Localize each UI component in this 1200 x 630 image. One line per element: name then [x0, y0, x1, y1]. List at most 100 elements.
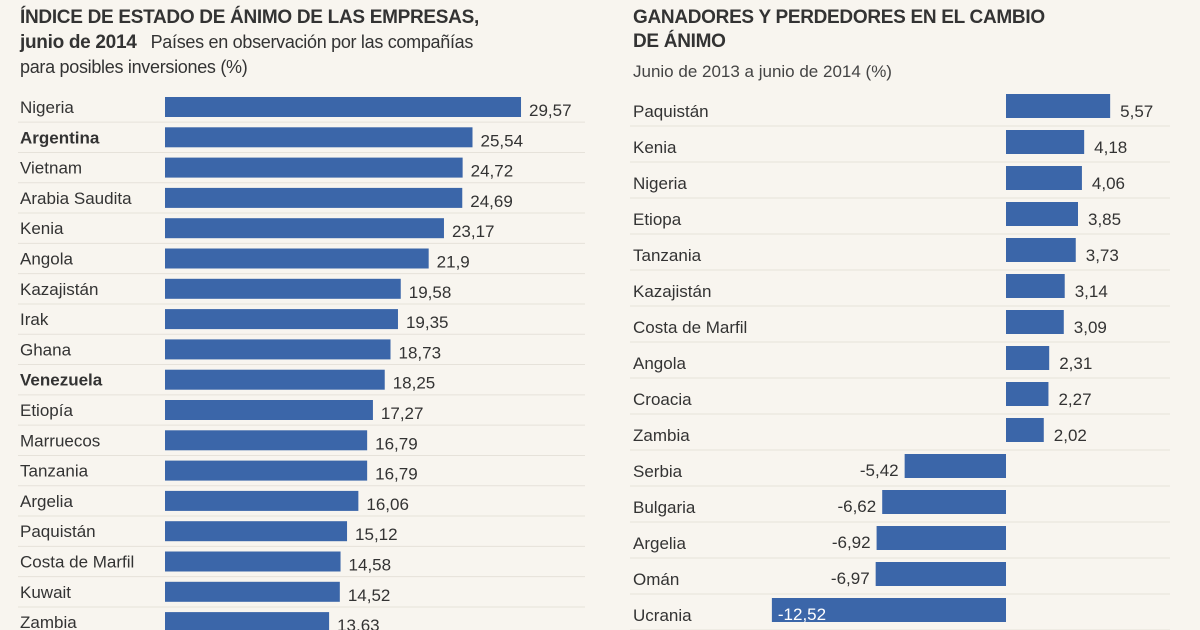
category-label: Ucrania [633, 606, 692, 625]
value-label: 17,27 [381, 404, 424, 423]
value-label: 25,54 [481, 131, 524, 150]
value-label: 4,18 [1094, 138, 1127, 157]
value-label: 2,02 [1054, 426, 1087, 445]
value-label: 16,79 [375, 434, 418, 453]
left-subtitle-line2: para posibles inversiones (%) [20, 57, 248, 77]
category-label: Angola [633, 354, 686, 373]
category-label: Costa de Marfil [633, 318, 747, 337]
category-label: Paquistán [20, 522, 96, 541]
bar [1006, 382, 1049, 406]
value-label: 14,52 [348, 586, 391, 605]
bar [1006, 94, 1111, 118]
bar [1006, 274, 1065, 298]
value-label: 4,06 [1092, 174, 1125, 193]
value-label: 5,57 [1120, 102, 1153, 121]
bar [165, 369, 385, 390]
value-label: 24,69 [470, 192, 513, 211]
value-label: 16,06 [366, 495, 409, 514]
bar [165, 278, 401, 299]
bar [165, 187, 463, 208]
bar [904, 454, 1006, 478]
category-label: Serbia [633, 462, 683, 481]
value-label: 16,79 [375, 465, 418, 484]
value-label: 18,73 [399, 343, 442, 362]
category-label: Kazajistán [20, 280, 98, 299]
value-label: -6,92 [832, 533, 871, 552]
bar [165, 400, 373, 420]
value-label: -12,52 [778, 605, 826, 624]
value-label: -6,62 [837, 497, 876, 516]
bar [1006, 418, 1044, 442]
bar [876, 526, 1006, 550]
category-label: Zambia [633, 426, 690, 445]
bar [165, 339, 391, 360]
category-label: Kuwait [20, 583, 71, 602]
category-label: Vietnam [20, 159, 82, 178]
bar [165, 490, 359, 511]
category-label: Bulgaria [633, 498, 696, 517]
value-label: 21,9 [437, 253, 470, 272]
category-label: Costa de Marfil [20, 553, 134, 572]
right-title-line2: DE ÁNIMO [633, 31, 726, 52]
category-label: Argentina [20, 128, 100, 147]
category-label: Nigeria [20, 98, 74, 117]
left-title-line2: junio de 2014 Países en observación por … [20, 30, 479, 55]
value-label: -5,42 [860, 461, 899, 480]
left-subtitle-line1: Países en observación por las compañías [150, 32, 474, 52]
value-label: 18,25 [393, 374, 436, 393]
category-label: Etiopía [20, 401, 73, 420]
bar [165, 430, 368, 451]
category-label: Croacia [633, 390, 692, 409]
category-label: Omán [633, 570, 679, 589]
bar [165, 581, 340, 602]
value-label: 3,14 [1075, 282, 1108, 301]
category-label: Argelia [20, 492, 73, 511]
category-label: Kenia [20, 219, 64, 238]
bar [1006, 166, 1082, 190]
right-chart-title: GANADORES Y PERDEDORES EN EL CAMBIO DE Á… [633, 6, 1045, 54]
bar [165, 157, 463, 178]
bar [165, 460, 368, 481]
bar [165, 309, 398, 330]
category-label: Irak [20, 310, 49, 329]
bar [165, 551, 341, 572]
category-label: Nigeria [633, 174, 687, 193]
value-label: 3,85 [1088, 210, 1121, 229]
bar [1006, 310, 1064, 334]
category-label: Tanzania [20, 462, 89, 481]
value-label: 13,63 [337, 616, 380, 630]
category-label: Ghana [20, 340, 72, 359]
value-label: 15,12 [355, 525, 398, 544]
bar [1006, 346, 1050, 370]
category-label: Venezuela [20, 371, 103, 390]
bar [165, 97, 522, 117]
value-label: 3,09 [1074, 318, 1107, 337]
category-label: Arabia Saudita [20, 189, 132, 208]
left-title-line1: ÍNDICE DE ESTADO DE ÁNIMO DE LAS EMPRESA… [20, 7, 479, 28]
category-label: Kenia [633, 138, 677, 157]
value-label: 19,58 [409, 283, 452, 302]
value-label: 29,57 [529, 101, 572, 120]
value-label: 19,35 [406, 313, 449, 332]
value-label: 23,17 [452, 222, 495, 241]
category-label: Etiopa [633, 210, 682, 229]
left-chart-title: ÍNDICE DE ESTADO DE ÁNIMO DE LAS EMPRESA… [20, 6, 479, 79]
value-label: 2,31 [1059, 354, 1092, 373]
bar [875, 562, 1006, 586]
value-label: 2,27 [1058, 390, 1091, 409]
category-label: Tanzania [633, 246, 702, 265]
category-label: Paquistán [633, 102, 709, 121]
category-label: Angola [20, 250, 73, 269]
category-label: Kazajistán [633, 282, 711, 301]
category-label: Argelia [633, 534, 686, 553]
value-label: -6,97 [831, 569, 870, 588]
right-chart-subtitle: Junio de 2013 a junio de 2014 (%) [633, 62, 892, 81]
bar [1006, 238, 1076, 262]
category-label: Zambia [20, 613, 77, 630]
left-title-date: junio de 2014 [20, 32, 137, 53]
bar [165, 612, 330, 630]
value-label: 14,58 [349, 556, 392, 575]
bar [165, 521, 348, 542]
bar [1006, 202, 1078, 226]
